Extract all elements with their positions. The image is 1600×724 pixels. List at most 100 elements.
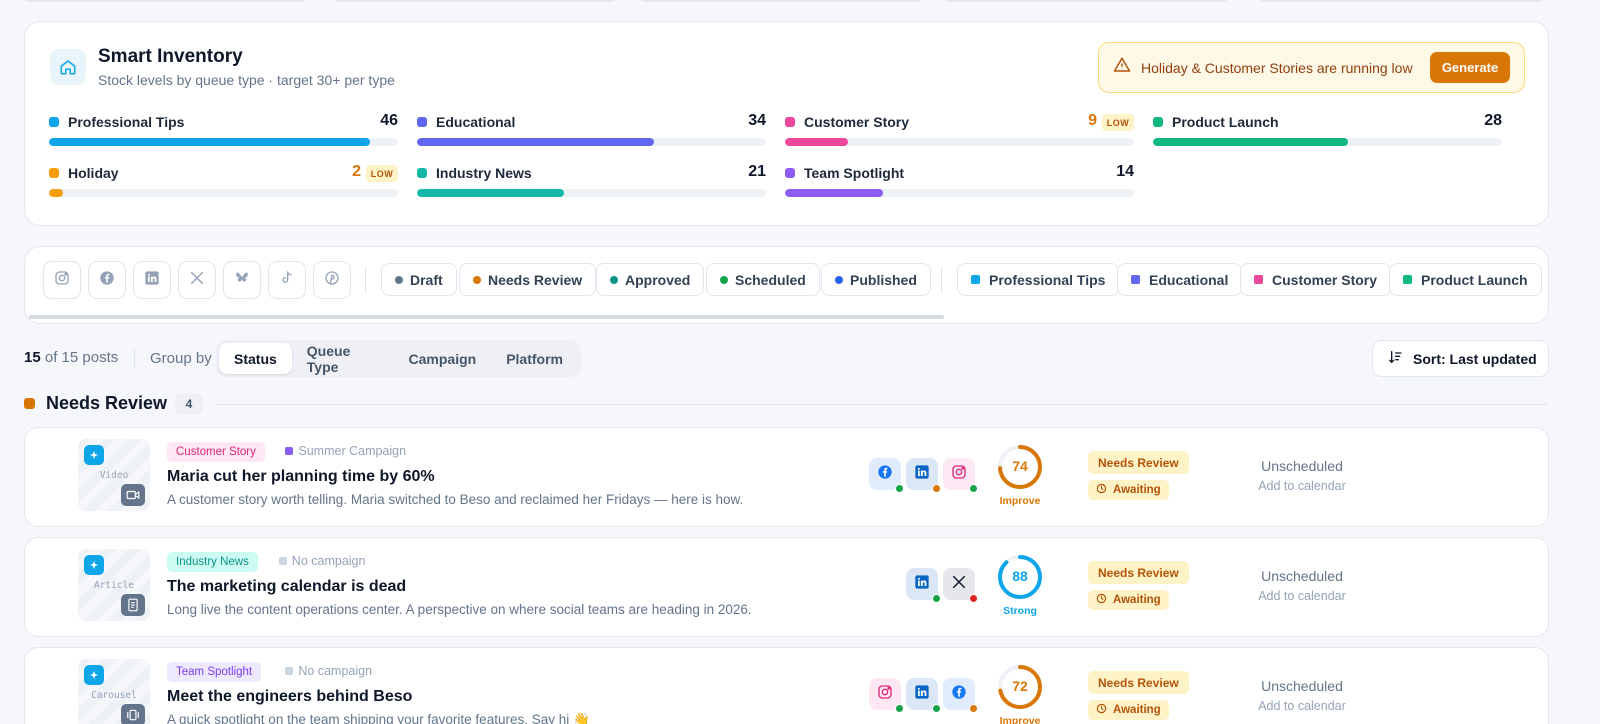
inventory-item-name: Professional Tips bbox=[68, 114, 185, 130]
post-status-badge[interactable]: Needs Review bbox=[1088, 671, 1189, 694]
stock-level-bar bbox=[1153, 138, 1502, 146]
stock-level-fill bbox=[49, 138, 371, 146]
sort-button[interactable]: Sort: Last updated bbox=[1372, 340, 1549, 377]
inventory-item-name: Educational bbox=[436, 114, 516, 130]
stock-level-bar bbox=[49, 138, 398, 146]
post-platform-facebook[interactable] bbox=[869, 458, 904, 493]
quality-score-value: 74 bbox=[1012, 458, 1028, 474]
post-platform-instagram[interactable] bbox=[869, 678, 904, 713]
platform-filter-bluesky[interactable] bbox=[223, 261, 261, 299]
inventory-item[interactable]: Holiday 2 LOW bbox=[49, 163, 398, 205]
post-platform-linkedin[interactable] bbox=[906, 458, 941, 493]
status-filter-chip[interactable]: Needs Review bbox=[459, 263, 597, 296]
approval-text: Awaiting bbox=[1113, 484, 1161, 496]
status-dot bbox=[395, 275, 403, 284]
tiktok-icon bbox=[279, 270, 295, 291]
inventory-item[interactable]: Industry News 21 bbox=[417, 163, 766, 205]
ai-sparkle-icon bbox=[84, 665, 104, 685]
inventory-item-name: Customer Story bbox=[804, 114, 910, 130]
x-icon bbox=[189, 270, 205, 291]
status-filter-chip[interactable]: Published bbox=[821, 263, 931, 296]
schedule-status: Unscheduled bbox=[1261, 568, 1343, 584]
platform-status-dot bbox=[969, 594, 978, 603]
post-platform-instagram[interactable] bbox=[943, 458, 978, 493]
stock-level-bar bbox=[417, 138, 766, 146]
alert-text: Holiday & Customer Stories are running l… bbox=[1141, 59, 1413, 76]
post-status-badge[interactable]: Needs Review bbox=[1088, 451, 1189, 474]
warning-icon bbox=[1113, 56, 1131, 79]
add-to-calendar-link[interactable]: Add to calendar bbox=[1258, 699, 1346, 713]
horizontal-scrollbar[interactable] bbox=[29, 315, 944, 319]
instagram-icon bbox=[54, 270, 70, 291]
bluesky-icon bbox=[234, 270, 250, 291]
status-filter-label: Approved bbox=[625, 271, 691, 288]
platform-filter-linkedin[interactable] bbox=[133, 261, 171, 299]
post-platform-x[interactable] bbox=[943, 568, 978, 603]
status-filter-chip[interactable]: Scheduled bbox=[706, 263, 820, 296]
filter-divider bbox=[365, 267, 366, 293]
inventory-item-name: Holiday bbox=[68, 165, 119, 181]
video-icon bbox=[121, 484, 145, 506]
status-dot bbox=[473, 275, 481, 284]
inventory-item-count: 14 bbox=[1116, 163, 1134, 180]
low-stock-badge: LOW bbox=[366, 165, 398, 182]
instagram-icon bbox=[877, 684, 893, 705]
status-dot bbox=[720, 275, 728, 284]
campaign-name: No campaign bbox=[291, 554, 366, 568]
stock-level-fill bbox=[417, 189, 564, 197]
post-card[interactable]: Video Customer Story Summer Campaign Maria … bbox=[24, 427, 1549, 527]
queue-filter-chip[interactable]: Product Launch bbox=[1389, 263, 1542, 296]
facebook-icon bbox=[951, 684, 967, 705]
add-to-calendar-link[interactable]: Add to calendar bbox=[1258, 589, 1346, 603]
status-filter-chip[interactable]: Draft bbox=[381, 263, 457, 296]
post-title[interactable]: Maria cut her planning time by 60% bbox=[167, 468, 435, 485]
previous-row-edge bbox=[0, 0, 1600, 4]
quality-score-label: Strong bbox=[1003, 605, 1037, 617]
inventory-item[interactable]: Customer Story 9 LOW bbox=[785, 112, 1134, 154]
group-divider bbox=[214, 404, 1549, 405]
post-platform-linkedin[interactable] bbox=[906, 568, 941, 603]
group-by-option[interactable]: Platform bbox=[506, 350, 563, 367]
queue-color-dot bbox=[785, 117, 795, 127]
approval-badge: Awaiting bbox=[1088, 700, 1169, 720]
platform-filter-tiktok[interactable] bbox=[268, 261, 306, 299]
status-filter-chip[interactable]: Approved bbox=[596, 263, 705, 296]
generate-button[interactable]: Generate bbox=[1430, 52, 1510, 83]
queue-color-dot bbox=[49, 117, 59, 127]
inventory-item[interactable]: Professional Tips 46 bbox=[49, 112, 398, 154]
approval-badge: Awaiting bbox=[1088, 590, 1169, 610]
post-thumbnail[interactable]: Video bbox=[78, 439, 150, 511]
post-platform-facebook[interactable] bbox=[943, 678, 978, 713]
post-thumbnail[interactable]: Carousel bbox=[78, 659, 150, 724]
queue-filter-chip[interactable]: Customer Story bbox=[1240, 263, 1392, 296]
post-description: A customer story worth telling. Maria sw… bbox=[167, 492, 744, 507]
post-status-badge[interactable]: Needs Review bbox=[1088, 561, 1189, 584]
schedule-status: Unscheduled bbox=[1261, 458, 1343, 474]
schedule-status: Unscheduled bbox=[1261, 678, 1343, 694]
inventory-item-count: 2 bbox=[352, 163, 361, 180]
platform-filter-instagram[interactable] bbox=[43, 261, 81, 299]
platform-filter-x[interactable] bbox=[178, 261, 216, 299]
inventory-item[interactable]: Educational 34 bbox=[417, 112, 766, 154]
platform-filter-pinterest[interactable] bbox=[313, 261, 351, 299]
queue-filter-chip[interactable]: Professional Tips bbox=[957, 263, 1120, 296]
clock-icon bbox=[1096, 483, 1107, 497]
add-to-calendar-link[interactable]: Add to calendar bbox=[1258, 479, 1346, 493]
inventory-item[interactable]: Team Spotlight 14 bbox=[785, 163, 1134, 205]
queue-dot bbox=[1131, 275, 1140, 284]
group-by-option[interactable]: Queue Type bbox=[306, 342, 351, 375]
post-card[interactable]: Article Industry News No campaign The marke… bbox=[24, 537, 1549, 637]
home-icon bbox=[50, 49, 86, 85]
post-title[interactable]: The marketing calendar is dead bbox=[167, 578, 407, 595]
inventory-item[interactable]: Product Launch 28 bbox=[1153, 112, 1502, 154]
post-platform-linkedin[interactable] bbox=[906, 678, 941, 713]
platform-filter-facebook[interactable] bbox=[88, 261, 126, 299]
campaign-name: Summer Campaign bbox=[298, 444, 407, 458]
post-title[interactable]: Meet the engineers behind Beso bbox=[167, 688, 413, 705]
group-by-option[interactable]: Status bbox=[219, 343, 292, 374]
campaign-label: No campaign bbox=[285, 664, 372, 678]
post-card[interactable]: Carousel Team Spotlight No campaign Meet th… bbox=[24, 647, 1549, 724]
post-thumbnail[interactable]: Article bbox=[78, 549, 150, 621]
group-by-option[interactable]: Campaign bbox=[408, 350, 477, 367]
queue-filter-chip[interactable]: Educational bbox=[1117, 263, 1243, 296]
